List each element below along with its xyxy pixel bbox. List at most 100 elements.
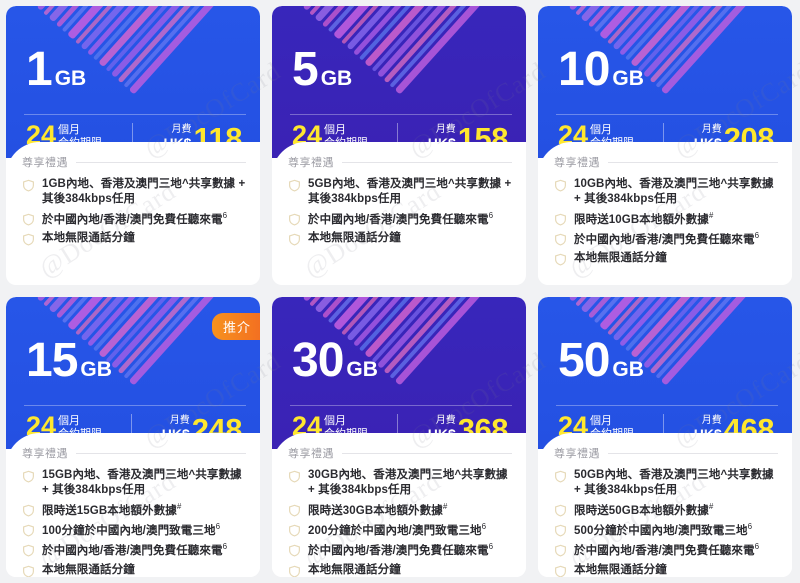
perk-text: 本地無限通話分鐘: [574, 252, 667, 265]
perk-list: 15GB內地、香港及澳門三地^共享數據 + 其後384kbps任用限時送15GB…: [22, 468, 246, 577]
perk-item: 500分鐘於中國內地/澳門致電三地6: [554, 522, 778, 539]
shield-check-icon: [22, 544, 35, 557]
perk-text: 本地無限通話分鐘: [574, 563, 667, 576]
monthly-fee-caption: 月費: [435, 415, 456, 426]
perk-text: 10GB內地、香港及澳門三地^共享數據 + 其後384kbps任用: [574, 178, 774, 206]
perk-item: 10GB內地、香港及澳門三地^共享數據 + 其後384kbps任用: [554, 177, 778, 208]
perk-item: 本地無限通話分鐘: [22, 231, 246, 246]
perks-header: 尊享禮遇: [288, 154, 512, 170]
plan-card-header: 5GB24個月合約期限月費HK$158: [272, 6, 526, 158]
shield-check-icon: [288, 233, 301, 246]
perks-rule: [608, 452, 778, 454]
perk-text: 15GB內地、香港及澳門三地^共享數據 + 其後384kbps任用: [42, 469, 242, 497]
perk-item: 15GB內地、香港及澳門三地^共享數據 + 其後384kbps任用: [22, 468, 246, 499]
price-divider: [397, 414, 399, 449]
data-allowance-number: 10: [558, 43, 610, 96]
plan-card-body: 尊享禮遇 1GB內地、香港及澳門三地^共享數據 + 其後384kbps任用於中國內…: [6, 142, 260, 260]
contract-term-unit: 個月: [324, 124, 347, 136]
price-divider: [663, 414, 665, 449]
price-divider: [663, 123, 665, 158]
perk-item: 於中國內地/香港/澳門免費任聽來電6: [288, 211, 512, 228]
data-allowance-unit: GB: [320, 67, 353, 90]
perk-text: 限時送15GB本地額外數據#: [42, 501, 182, 517]
shield-check-icon: [22, 524, 35, 537]
data-allowance-number: 15: [26, 334, 78, 387]
perk-text: 500分鐘於中國內地/澳門致電三地6: [574, 522, 753, 537]
diagonal-streak-decoration: [302, 6, 526, 95]
perk-list: 10GB內地、香港及澳門三地^共享數據 + 其後384kbps任用限時送10GB…: [554, 177, 778, 267]
perk-text: 於中國內地/香港/澳門免費任聽來電6: [308, 210, 494, 226]
monthly-fee-caption: 月費: [701, 415, 722, 426]
shield-check-icon: [554, 544, 567, 557]
perks-title: 尊享禮遇: [22, 448, 68, 460]
shield-check-icon: [554, 504, 567, 517]
data-allowance-unit: GB: [54, 67, 87, 90]
perk-item: 本地無限通話分鐘: [554, 563, 778, 577]
perk-item: 於中國內地/香港/澳門免費任聽來電6: [22, 542, 246, 559]
perk-item: 限時送10GB本地額外數據#: [554, 211, 778, 228]
plan-card-body: 尊享禮遇 10GB內地、香港及澳門三地^共享數據 + 其後384kbps任用限時送…: [538, 142, 792, 280]
shield-check-icon: [554, 213, 567, 226]
perk-text: 於中國內地/香港/澳門免費任聽來電6: [42, 542, 228, 558]
perks-title: 尊享禮遇: [288, 448, 334, 460]
perk-text: 30GB內地、香港及澳門三地^共享數據 + 其後384kbps任用: [308, 469, 508, 497]
plan-card-body: 尊享禮遇 15GB內地、香港及澳門三地^共享數據 + 其後384kbps任用限時送…: [6, 433, 260, 577]
perks-header: 尊享禮遇: [554, 154, 778, 170]
perks-title: 尊享禮遇: [554, 157, 600, 169]
data-allowance: 1 GB: [26, 46, 86, 94]
contract-term-unit: 個月: [590, 415, 613, 427]
perks-rule: [76, 161, 246, 163]
shield-check-icon: [554, 565, 567, 577]
perks-title: 尊享禮遇: [22, 157, 68, 169]
perk-item: 1GB內地、香港及澳門三地^共享數據 + 其後384kbps任用: [22, 177, 246, 208]
contract-term-unit: 個月: [58, 124, 81, 136]
data-allowance: 10 GB: [558, 46, 644, 94]
plan-card-body: 尊享禮遇 30GB內地、香港及澳門三地^共享數據 + 其後384kbps任用限時送…: [272, 433, 526, 577]
price-divider: [397, 123, 399, 158]
perk-text: 限時送30GB本地額外數據#: [308, 501, 448, 517]
perk-text: 本地無限通話分鐘: [308, 563, 401, 576]
monthly-fee-caption: 月費: [169, 415, 190, 426]
perk-text: 本地無限通話分鐘: [42, 232, 135, 245]
perks-title: 尊享禮遇: [288, 157, 334, 169]
perk-item: 本地無限通話分鐘: [288, 563, 512, 577]
perk-text: 於中國內地/香港/澳門免費任聽來電6: [574, 231, 760, 246]
perks-rule: [342, 161, 512, 163]
shield-check-icon: [288, 544, 301, 557]
perk-item: 本地無限通話分鐘: [22, 563, 246, 577]
shield-check-icon: [288, 504, 301, 517]
plan-card-header: 10GB24個月合約期限月費HK$208: [538, 6, 792, 158]
perk-item: 30GB內地、香港及澳門三地^共享數據 + 其後384kbps任用: [288, 468, 512, 499]
monthly-fee-caption: 月費: [171, 124, 192, 135]
monthly-fee-caption: 月費: [435, 124, 456, 135]
perk-text: 於中國內地/香港/澳門免費任聽來電6: [42, 210, 228, 226]
data-allowance-number: 30: [292, 334, 344, 387]
perk-text: 於中國內地/香港/澳門免費任聽來電6: [574, 542, 760, 558]
perk-item: 於中國內地/香港/澳門免費任聽來電6: [22, 211, 246, 228]
plan-card-header: 15GB推介24個月合約期限月費HK$248: [6, 297, 260, 449]
shield-check-icon: [554, 470, 567, 483]
perk-list: 5GB內地、香港及澳門三地^共享數據 + 其後384kbps任用 於中國內地/香港…: [288, 177, 512, 246]
shield-check-icon: [22, 179, 35, 192]
perks-header: 尊享禮遇: [288, 445, 512, 461]
shield-check-icon: [22, 565, 35, 577]
price-divider: [132, 123, 134, 158]
data-allowance-unit: GB: [346, 358, 378, 381]
data-allowance: 30 GB: [292, 337, 378, 385]
perk-item: 限時送30GB本地額外數據#: [288, 502, 512, 519]
perks-header: 尊享禮遇: [22, 445, 246, 461]
perks-rule: [342, 452, 512, 454]
shield-check-icon: [554, 233, 567, 246]
diagonal-streak-decoration: [36, 6, 260, 95]
shield-check-icon: [288, 470, 301, 483]
shield-check-icon: [22, 233, 35, 246]
perk-item: 限時送50GB本地額外數據#: [554, 502, 778, 519]
price-divider: [131, 414, 133, 449]
